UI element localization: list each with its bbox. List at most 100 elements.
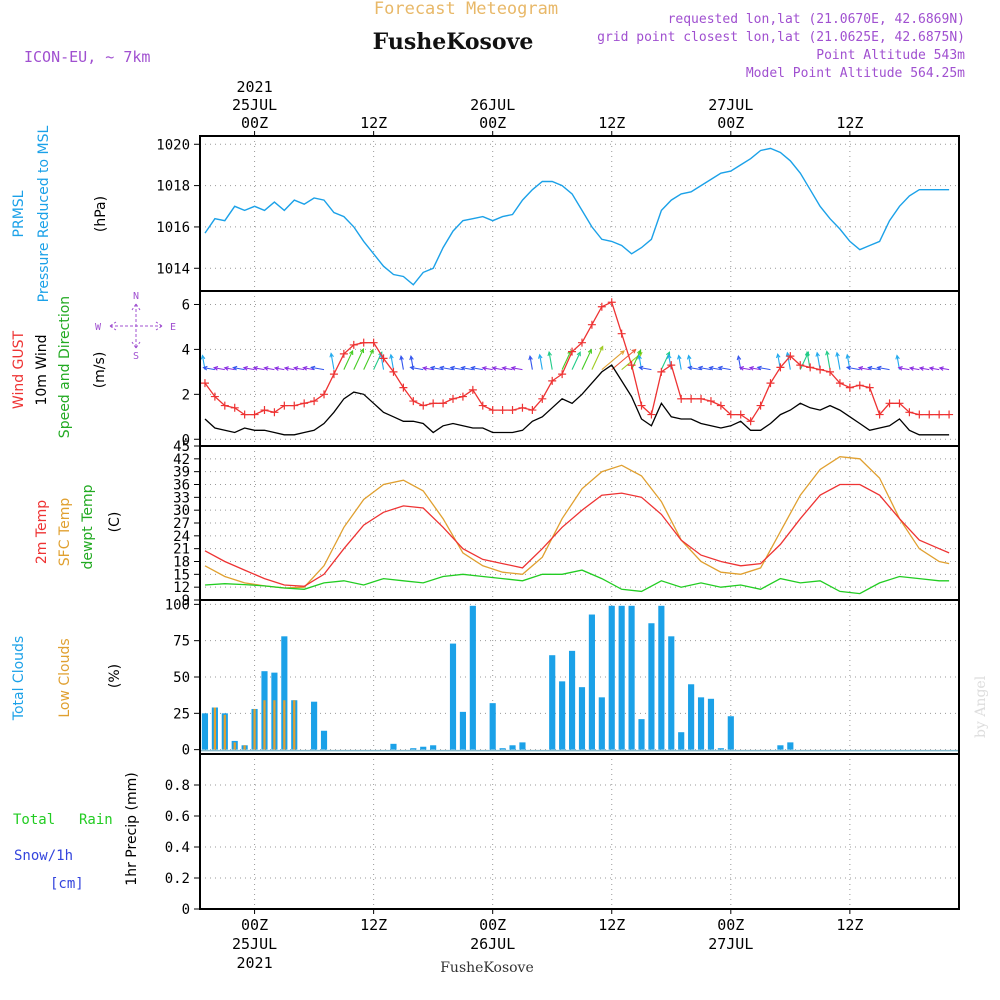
- wind-arrow-head: [547, 350, 552, 357]
- wind-arrow-head: [738, 366, 744, 371]
- wind-arrow-head: [815, 351, 820, 357]
- top-time-label: 12Z: [360, 114, 387, 132]
- wind-arrow: [253, 367, 265, 371]
- wind-arrow-head: [293, 366, 299, 371]
- wind-arrow-head: [845, 353, 851, 359]
- wind-arrow-head: [857, 366, 864, 371]
- wind-arrow-head: [876, 365, 882, 371]
- wind-arrow-head: [918, 366, 924, 371]
- gust-marker: [240, 410, 249, 419]
- gust-marker: [925, 410, 934, 419]
- wind-arrow-head: [252, 366, 258, 371]
- wind-arrow: [581, 349, 592, 370]
- gust-marker: [498, 406, 507, 415]
- gust-marker: [200, 379, 209, 388]
- total-cloud-bar: [509, 745, 516, 750]
- wind-arrow: [877, 366, 890, 371]
- y-tick-label: 0: [182, 743, 190, 759]
- wind-arrow-head: [748, 366, 754, 371]
- bottom-time-label: 2021: [237, 954, 273, 972]
- header: Forecast Meteogram FusheKosove ICON-EU, …: [24, 0, 989, 976]
- total-cloud-bar: [311, 701, 318, 750]
- wind-arrow-head: [756, 365, 762, 371]
- ylabel-speed-direction: Speed and Direction: [57, 296, 73, 438]
- wind-arrow-head: [429, 365, 436, 371]
- wind-arrow: [571, 351, 581, 370]
- wind-arrow: [430, 366, 444, 371]
- bottom-time-label: 12Z: [836, 916, 863, 934]
- wind-arrow-head: [223, 366, 229, 371]
- chart-title: Forecast Meteogram: [374, 0, 558, 19]
- y-tick-label: 0.2: [165, 871, 190, 887]
- gust-marker: [349, 340, 358, 349]
- low-cloud-bar: [293, 700, 296, 750]
- ylabel-gust: Wind GUST: [11, 330, 27, 409]
- wind-arrow: [868, 367, 880, 371]
- wind-arrow: [611, 349, 636, 371]
- total-cloud-bar: [201, 713, 209, 750]
- top-time-label: 12Z: [836, 114, 863, 132]
- wind-arrow-head: [460, 365, 466, 371]
- wind-arrow: [601, 350, 625, 371]
- wind-arrow: [836, 352, 841, 370]
- gust-marker: [300, 399, 309, 408]
- gust-marker: [796, 361, 805, 370]
- gust-marker: [210, 392, 219, 401]
- wind-arrow-head: [666, 353, 672, 359]
- model-name: ICON-EU, ~ 7km: [24, 48, 150, 66]
- gust-marker: [706, 397, 715, 406]
- gust-marker: [419, 401, 428, 410]
- low-cloud-bar: [273, 700, 276, 750]
- gust-marker: [548, 376, 557, 385]
- closest-coords: grid point closest lon,lat (21.0625E, 42…: [597, 30, 965, 45]
- ylabel-dewpt: dewpt Temp: [80, 484, 96, 569]
- y-tick-label: 0: [182, 432, 190, 448]
- wind-arrow: [450, 366, 464, 371]
- total-cloud-bar: [568, 650, 576, 750]
- wind-arrow: [846, 366, 860, 371]
- wind-arrow-head: [537, 353, 543, 359]
- top-time-label: 2021: [237, 78, 273, 96]
- wind-arrow: [939, 367, 950, 371]
- total-cloud-bar: [668, 636, 675, 750]
- wind-arrow: [390, 354, 395, 370]
- wind-arrow-head: [928, 366, 934, 371]
- y-tick-label: 25: [173, 706, 190, 722]
- wind-arrow-head: [637, 354, 642, 360]
- compass-n: N: [133, 291, 139, 302]
- gust-marker: [627, 361, 636, 370]
- wind-arrow-head: [867, 365, 873, 371]
- total-cloud-bar: [559, 681, 566, 750]
- bottom-time-label: 12Z: [598, 916, 625, 934]
- wind-arrow: [739, 367, 751, 371]
- gust-marker: [399, 383, 408, 392]
- gust-marker: [647, 410, 656, 419]
- total-cloud-bar: [281, 636, 288, 750]
- y-tick-label: 0.6: [165, 809, 190, 825]
- wind-arrow: [698, 366, 712, 371]
- wind-arrow: [688, 366, 702, 371]
- top-time-label: 00Z: [241, 114, 268, 132]
- wind-arrow-head: [805, 350, 810, 357]
- low-cloud-bar: [233, 742, 236, 750]
- wind-arrow: [423, 367, 434, 371]
- gust-marker: [865, 383, 874, 392]
- wind-arrow: [343, 350, 354, 370]
- requested-coords: requested lon,lat (21.0670E, 42.6869N): [668, 12, 965, 27]
- gust-marker: [736, 410, 745, 419]
- low-cloud-bar: [253, 708, 256, 750]
- wind-arrow: [718, 366, 731, 371]
- wind-arrow-head: [359, 347, 365, 354]
- wind-arrow-head: [470, 365, 476, 371]
- y-tick-label: 0.4: [165, 840, 190, 856]
- low-cloud-bar: [213, 707, 216, 750]
- panel-precip: 0 0.2 0.4 0.6 0.8: [165, 754, 959, 918]
- wind-arrow-head: [242, 366, 248, 371]
- gust-marker: [667, 361, 676, 370]
- wind-arrow: [214, 367, 225, 371]
- wind-arrow: [400, 356, 404, 370]
- wind-arrow: [461, 367, 473, 371]
- wind-arrow: [224, 367, 235, 371]
- total-cloud-bar: [449, 643, 457, 750]
